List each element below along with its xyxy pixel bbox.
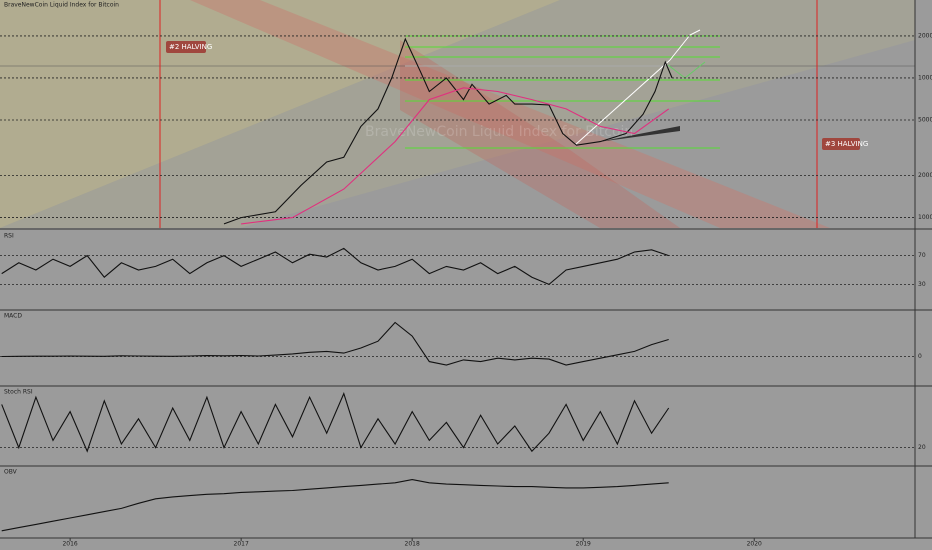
halving-label: #2 HALVING	[169, 43, 212, 51]
x-tick-label: 2018	[405, 541, 420, 548]
chart-title: BraveNewCoin Liquid Index for Bitcoin	[4, 2, 119, 9]
series-line	[1, 479, 669, 532]
halving-box	[822, 138, 860, 150]
y-tick-label: 70	[918, 252, 926, 259]
x-tick-label: 2016	[62, 541, 77, 548]
x-tick-label: 2019	[576, 541, 591, 548]
halving-label: #3 HALVING	[825, 140, 868, 148]
series-line	[1, 247, 669, 286]
y-tick-label: 10000	[918, 74, 932, 81]
green-levels	[405, 35, 720, 149]
panel-title: RSI	[4, 233, 14, 240]
series-line	[1, 321, 669, 366]
series-line	[241, 87, 670, 225]
y-tick-label: 30	[918, 281, 926, 288]
panel-title: Stoch RSI	[4, 389, 33, 396]
x-tick-label: 2017	[234, 541, 249, 548]
y-tick-label: 2000	[918, 172, 932, 179]
y-tick-label: 20000	[918, 32, 932, 39]
halving-box	[166, 41, 206, 53]
watermark: BraveNewCoin Liquid Index for Bitcoin	[365, 124, 633, 140]
red-channel	[190, 0, 830, 228]
y-tick-label: 20	[918, 444, 926, 451]
triangle	[598, 126, 680, 142]
panel-title: OBV	[4, 469, 18, 476]
series-line	[1, 392, 670, 453]
y-tick-label: 0	[918, 353, 922, 360]
series-line	[223, 37, 673, 225]
trend-line	[574, 59, 671, 146]
projection	[669, 29, 701, 61]
panel-title: MACD	[4, 313, 22, 320]
x-tick-label: 2020	[747, 541, 762, 548]
y-tick-label: 5000	[918, 116, 932, 123]
y-tick-label: 1000	[918, 214, 932, 221]
